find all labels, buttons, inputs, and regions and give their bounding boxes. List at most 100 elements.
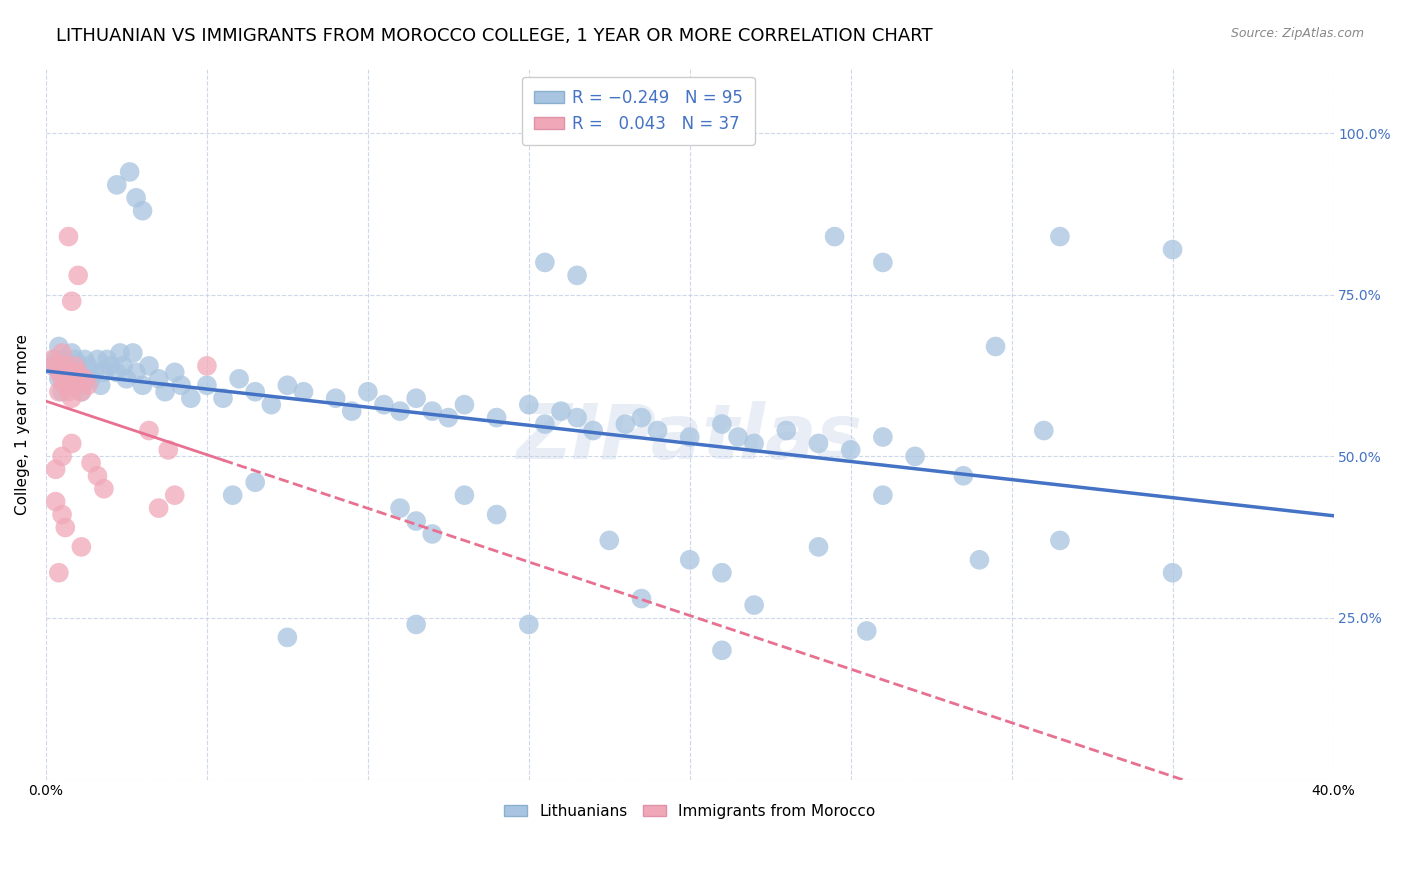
Point: [60, 365, 83, 379]
Point: [115, 372, 138, 386]
Point: [228, 372, 250, 386]
Point: [157, 442, 180, 457]
Point: [550, 404, 572, 418]
Point: [839, 442, 862, 457]
Point: [420, 527, 443, 541]
Point: [51, 346, 73, 360]
Point: [70, 365, 93, 379]
Point: [125, 365, 148, 379]
Point: [76, 359, 98, 373]
Point: [340, 404, 363, 418]
Point: [108, 346, 131, 360]
Point: [1161, 243, 1184, 257]
Point: [872, 430, 894, 444]
Point: [48, 384, 70, 399]
Point: [70, 384, 93, 399]
Point: [58, 229, 80, 244]
Point: [53, 520, 76, 534]
Point: [775, 424, 797, 438]
Point: [742, 436, 765, 450]
Point: [41, 352, 63, 367]
Point: [630, 591, 652, 606]
Point: [51, 508, 73, 522]
Point: [53, 372, 76, 386]
Point: [952, 468, 974, 483]
Point: [60, 346, 83, 360]
Point: [389, 501, 412, 516]
Point: [45, 352, 67, 367]
Text: ZIPatlas: ZIPatlas: [517, 401, 863, 475]
Point: [98, 359, 121, 373]
Point: [969, 553, 991, 567]
Point: [212, 391, 235, 405]
Point: [70, 540, 93, 554]
Point: [67, 268, 90, 283]
Point: [125, 191, 148, 205]
Point: [807, 436, 830, 450]
Point: [63, 378, 86, 392]
Point: [437, 410, 460, 425]
Point: [48, 339, 70, 353]
Point: [51, 384, 73, 399]
Point: [710, 643, 733, 657]
Point: [679, 430, 702, 444]
Point: [48, 365, 70, 379]
Point: [48, 372, 70, 386]
Point: [824, 229, 846, 244]
Point: [292, 384, 315, 399]
Point: [420, 404, 443, 418]
Point: [63, 359, 86, 373]
Point: [245, 475, 267, 490]
Point: [170, 378, 193, 392]
Point: [855, 624, 877, 638]
Point: [872, 255, 894, 269]
Point: [63, 352, 86, 367]
Y-axis label: College, 1 year or more: College, 1 year or more: [15, 334, 30, 515]
Point: [58, 365, 80, 379]
Point: [872, 488, 894, 502]
Point: [122, 346, 145, 360]
Point: [51, 365, 73, 379]
Point: [58, 384, 80, 399]
Point: [148, 501, 170, 516]
Point: [1032, 424, 1054, 438]
Point: [630, 410, 652, 425]
Text: Source: ZipAtlas.com: Source: ZipAtlas.com: [1230, 27, 1364, 40]
Point: [58, 378, 80, 392]
Point: [180, 391, 202, 405]
Legend: Lithuanians, Immigrants from Morocco: Lithuanians, Immigrants from Morocco: [498, 798, 882, 825]
Point: [51, 450, 73, 464]
Point: [485, 410, 508, 425]
Point: [405, 617, 427, 632]
Point: [131, 378, 153, 392]
Point: [138, 359, 160, 373]
Point: [53, 378, 76, 392]
Point: [86, 468, 108, 483]
Point: [984, 339, 1007, 353]
Point: [1161, 566, 1184, 580]
Point: [260, 398, 283, 412]
Point: [163, 488, 186, 502]
Point: [221, 488, 243, 502]
Point: [73, 372, 96, 386]
Point: [195, 359, 218, 373]
Point: [53, 359, 76, 373]
Point: [534, 417, 557, 431]
Point: [325, 391, 347, 405]
Point: [517, 398, 540, 412]
Point: [48, 566, 70, 580]
Point: [131, 203, 153, 218]
Point: [153, 384, 176, 399]
Point: [45, 359, 67, 373]
Point: [73, 352, 96, 367]
Point: [73, 372, 96, 386]
Point: [405, 514, 427, 528]
Point: [276, 378, 298, 392]
Point: [517, 617, 540, 632]
Point: [60, 391, 83, 405]
Point: [163, 365, 186, 379]
Point: [405, 391, 427, 405]
Point: [67, 378, 90, 392]
Point: [582, 424, 605, 438]
Text: LITHUANIAN VS IMMIGRANTS FROM MOROCCO COLLEGE, 1 YEAR OR MORE CORRELATION CHART: LITHUANIAN VS IMMIGRANTS FROM MOROCCO CO…: [56, 27, 932, 45]
